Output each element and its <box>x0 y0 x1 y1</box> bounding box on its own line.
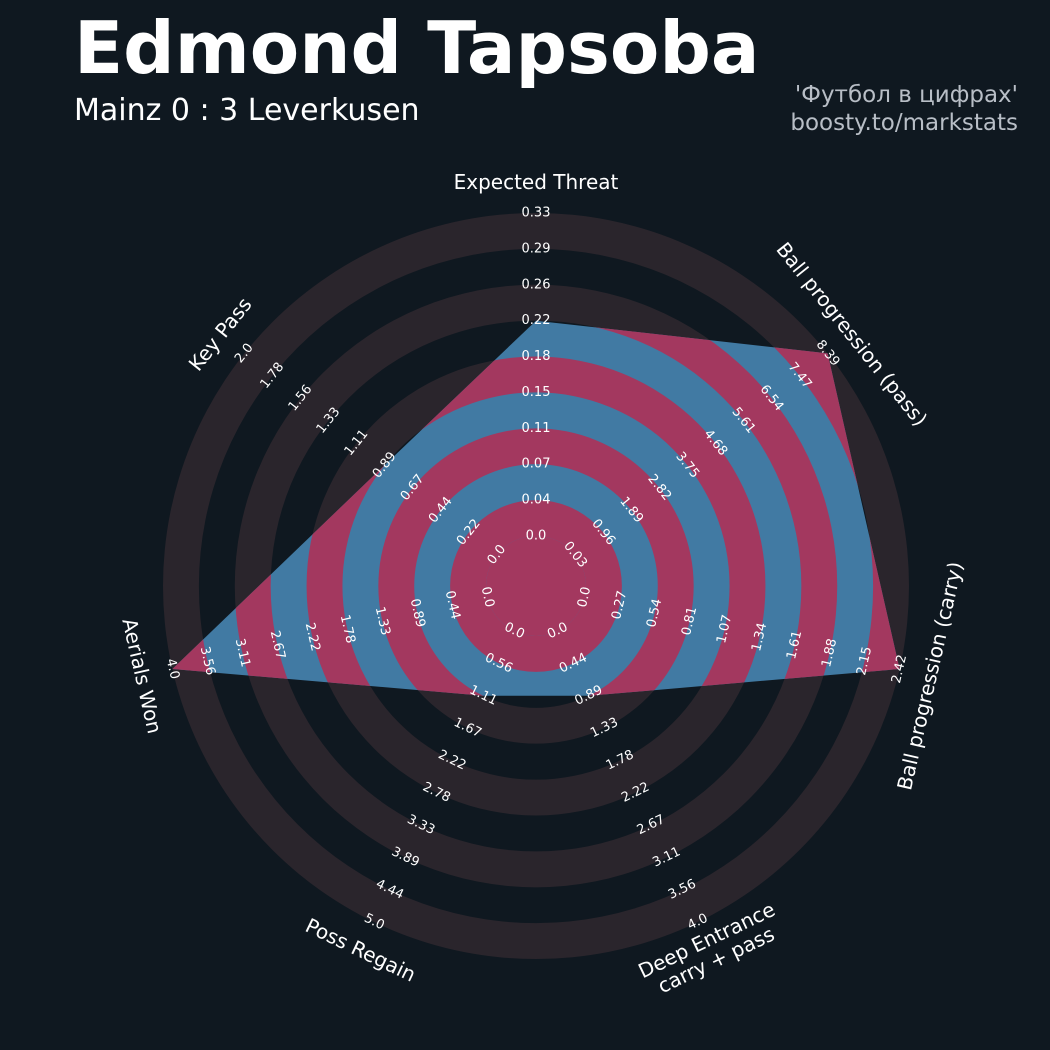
tick-label: 0.27 <box>609 589 630 621</box>
tick-label: 2.22 <box>302 621 323 653</box>
svg-text:Aerials Won: Aerials Won <box>117 616 167 736</box>
tick-label: 0.0 <box>526 529 547 544</box>
credit-line-2: boosty.to/markstats <box>790 110 1018 136</box>
radar-highlight-bands <box>172 320 900 696</box>
tick-label: 1.07 <box>714 613 735 645</box>
svg-text:Expected Threat: Expected Threat <box>454 170 619 194</box>
tick-label: 0.89 <box>407 597 428 629</box>
tick-label: 1.33 <box>372 605 393 637</box>
tick-label: 2.67 <box>267 629 288 661</box>
tick-label: 0.04 <box>522 493 551 508</box>
tick-label: 1.34 <box>749 621 770 653</box>
tick-label: 0.07 <box>522 457 551 472</box>
tick-label: 0.15 <box>522 385 551 400</box>
tick-label: 0.54 <box>644 597 665 629</box>
tick-label: 4.0 <box>163 657 182 681</box>
tick-label: 0.11 <box>522 421 551 436</box>
tick-label: 0.33 <box>522 206 551 221</box>
tick-label: 2.42 <box>889 653 910 685</box>
tick-label: 2.15 <box>854 645 875 677</box>
tick-label: 3.11 <box>232 637 253 669</box>
tick-label: 0.29 <box>522 241 551 256</box>
tick-label: 3.56 <box>197 645 218 677</box>
radar-shape <box>172 320 900 696</box>
axis-label: Aerials Won <box>117 616 167 736</box>
tick-label: 0.0 <box>575 585 594 609</box>
tick-label: 0.44 <box>442 589 463 621</box>
credit-line-1: 'Футбол в цифрах' <box>794 82 1018 108</box>
tick-label: 1.78 <box>337 613 358 645</box>
tick-label: 0.0 <box>478 585 497 609</box>
tick-label: 1.61 <box>784 629 805 661</box>
tick-label: 0.81 <box>679 605 700 637</box>
match-subtitle: Mainz 0 : 3 Leverkusen <box>74 93 420 128</box>
player-name-title: Edmond Tapsoba <box>74 6 760 90</box>
tick-label: 0.18 <box>522 349 551 364</box>
tick-label: 0.26 <box>522 277 551 292</box>
tick-label: 1.88 <box>819 637 840 669</box>
radar-highlight-band-1 <box>450 500 622 672</box>
axis-label: Expected Threat <box>454 170 619 194</box>
tick-label: 0.22 <box>522 313 551 328</box>
radar-highlight-center <box>486 536 586 636</box>
